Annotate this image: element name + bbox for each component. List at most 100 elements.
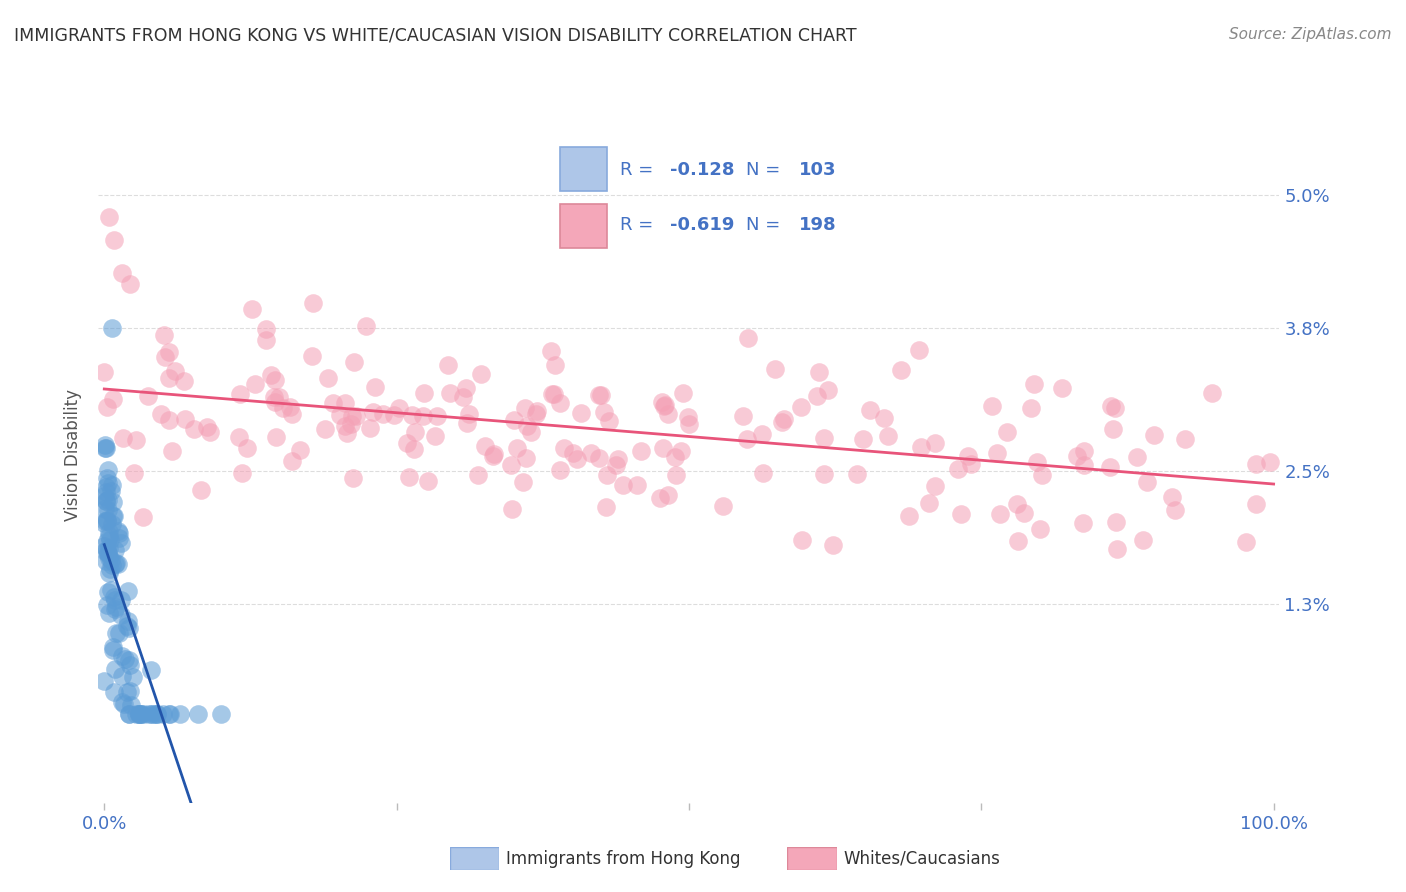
Point [96,513,118,527]
Point [96,514,118,528]
Point [453,390,475,404]
Point [100,478,122,492]
Point [1029,522,1052,536]
Point [737,331,759,345]
Point [100,553,122,567]
Point [1014,506,1036,520]
Point [264,394,287,409]
Point [110,608,132,623]
Point [128,707,150,722]
Point [852,432,875,446]
Point [117,707,139,722]
Point [97,566,120,581]
Point [817,384,839,398]
Point [1073,516,1095,530]
Point [145,707,167,722]
Point [789,401,811,415]
Point [924,479,946,493]
Point [209,707,232,722]
Point [595,500,617,515]
Point [948,461,970,475]
Point [598,414,620,428]
Point [100,517,122,532]
Point [995,425,1018,439]
Point [104,602,127,616]
Text: IMMIGRANTS FROM HONG KONG VS WHITE/CAUCASIAN VISION DISABILITY CORRELATION CHART: IMMIGRANTS FROM HONG KONG VS WHITE/CAUCA… [14,27,856,45]
Point [329,408,352,422]
Point [107,524,129,539]
Point [588,388,610,402]
Point [131,707,153,722]
Point [139,707,162,722]
Point [1073,443,1095,458]
Point [93,674,115,689]
Point [630,444,652,458]
Point [454,381,477,395]
Point [195,419,218,434]
Point [1007,533,1029,548]
Point [398,470,420,484]
Point [96,400,118,414]
Point [174,411,197,425]
Point [97,585,120,599]
Point [501,502,523,516]
Point [281,453,304,467]
Point [986,446,1008,460]
Point [589,387,612,401]
Point [98,550,121,565]
Point [579,446,602,460]
Point [260,368,283,383]
Point [1173,433,1195,447]
Point [301,349,323,363]
Point [1031,468,1053,483]
Point [254,322,277,336]
Point [502,412,524,426]
Point [117,614,139,628]
Point [752,466,775,480]
Point [524,407,547,421]
Point [735,432,758,446]
Point [96,598,118,612]
Point [470,367,492,381]
Point [132,707,155,722]
Point [957,449,980,463]
Point [333,396,356,410]
Point [342,409,364,424]
Point [146,707,169,722]
Point [98,606,121,620]
Point [565,451,588,466]
Point [94,441,117,455]
Point [1244,457,1267,471]
Point [412,409,434,424]
Point [103,233,125,247]
Point [117,583,139,598]
Point [94,514,117,528]
Point [1143,427,1166,442]
Point [94,484,117,499]
Point [1022,376,1045,391]
Point [267,390,290,404]
Point [131,707,153,722]
Point [107,625,129,640]
Point [107,532,129,546]
Point [1099,399,1122,413]
Point [97,475,120,490]
Point [94,438,117,452]
Point [548,395,571,409]
Point [540,343,562,358]
Point [340,417,363,431]
Point [770,415,793,429]
Point [231,466,253,480]
Point [482,449,505,463]
Point [413,385,436,400]
Point [1132,533,1154,548]
Point [626,477,648,491]
Point [664,468,686,483]
Point [751,427,773,442]
Point [153,350,176,364]
Point [1050,381,1073,395]
Point [543,387,565,401]
Point [101,558,124,572]
Point [980,399,1002,413]
Point [236,441,259,455]
